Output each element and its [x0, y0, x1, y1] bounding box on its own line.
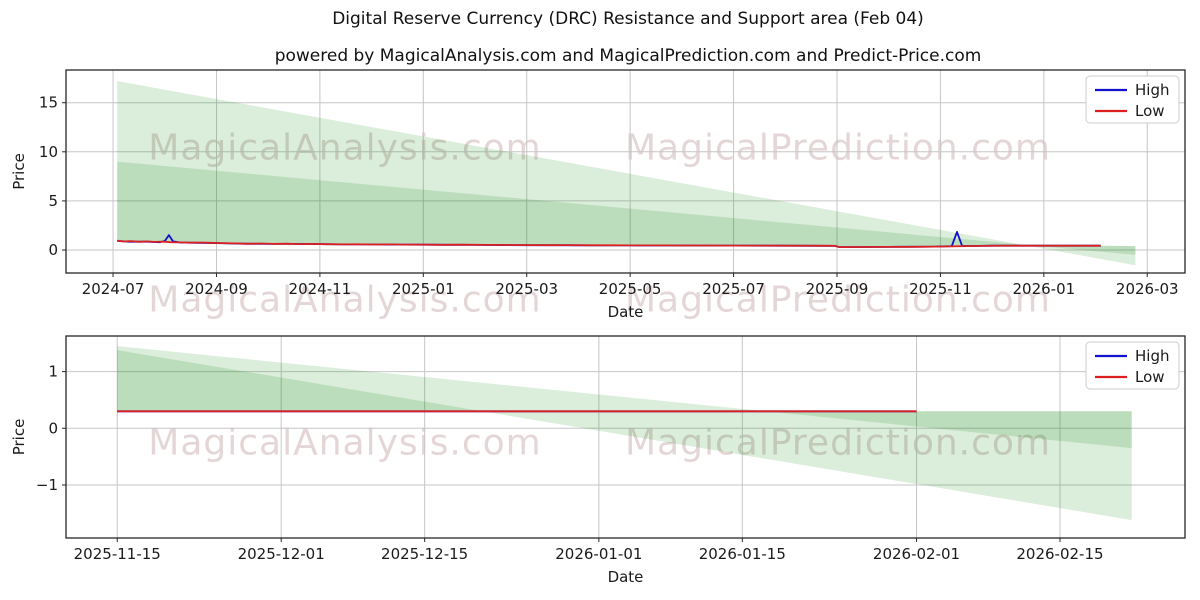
x-tick-label: 2026-02-15: [1016, 545, 1103, 563]
y-tick-label: −1: [36, 476, 58, 494]
x-tick-label: 2025-03: [495, 280, 558, 298]
x-tick-label: 2025-01: [392, 280, 455, 298]
x-tick-label: 2025-07: [702, 280, 765, 298]
x-tick-label: 2026-01: [1012, 280, 1075, 298]
low-line: [117, 239, 1101, 249]
x-tick-label: 2025-11-15: [74, 545, 161, 563]
x-tick-label: 2025-12-15: [381, 545, 468, 563]
x-tick-label: 2026-02-01: [873, 545, 960, 563]
legend-label: High: [1135, 347, 1169, 365]
x-tick-label: 2024-09: [185, 280, 248, 298]
chart-subtitle: powered by MagicalAnalysis.com and Magic…: [274, 46, 982, 66]
x-tick-label: 2025-05: [599, 280, 662, 298]
x-tick-label: 2026-03: [1116, 280, 1179, 298]
x-tick-label: 2025-09: [806, 280, 869, 298]
x-tick-label: 2025-12-01: [238, 545, 325, 563]
x-axis-label: Date: [608, 568, 644, 586]
x-tick-label: 2025-11: [909, 280, 972, 298]
x-tick-label: 2026-01-15: [699, 545, 786, 563]
y-tick-label: 10: [39, 143, 58, 161]
support-area-outer: [117, 346, 1132, 449]
y-tick-label: 5: [48, 192, 58, 210]
chart-title: Digital Reserve Currency (DRC) Resistanc…: [332, 9, 924, 29]
y-tick-label: 0: [48, 241, 58, 259]
x-axis-label: Date: [608, 303, 644, 321]
y-tick-label: 1: [48, 363, 58, 381]
plot-border: [65, 69, 1186, 274]
legend-label: Low: [1135, 102, 1165, 120]
y-tick-label: 0: [48, 419, 58, 437]
x-tick-label: 2026-01-01: [555, 545, 642, 563]
resistance-area-outer: [117, 81, 1136, 266]
resistance-area-inner: [117, 161, 1136, 255]
x-tick-label: 2024-07: [82, 280, 145, 298]
plot-border: [65, 335, 1186, 539]
y-tick-label: 15: [39, 94, 58, 112]
y-axis-label: Price: [10, 153, 28, 190]
legend-label: Low: [1135, 368, 1165, 386]
x-tick-label: 2024-11: [289, 280, 352, 298]
legend-label: High: [1135, 81, 1169, 99]
y-axis-label: Price: [10, 419, 28, 456]
support-area-inner: [117, 350, 1132, 521]
